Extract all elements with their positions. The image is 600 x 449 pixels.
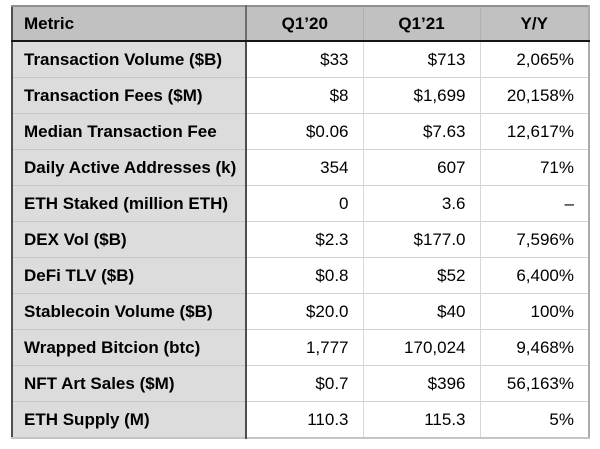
q1-2021-cell: $52 xyxy=(362,257,480,294)
q1-2020-cell: 0 xyxy=(246,185,363,222)
q1-2020-cell: $8 xyxy=(246,77,363,114)
yoy-cell: 71% xyxy=(479,149,589,186)
header-cell-q1-2021: Q1’21 xyxy=(362,6,480,42)
metric-cell: NFT Art Sales ($M) xyxy=(12,365,247,402)
header-cell-q1-2020: Q1’20 xyxy=(246,6,363,42)
q1-2020-cell: $0.7 xyxy=(246,365,363,402)
metric-cell: DeFi TLV ($B) xyxy=(12,257,247,294)
q1-2020-cell: 354 xyxy=(246,149,363,186)
q1-2021-cell: 170,024 xyxy=(362,329,480,366)
table-row: DEX Vol ($B) $2.3 $177.0 7,596% xyxy=(12,221,589,258)
metric-cell: Median Transaction Fee xyxy=(12,113,247,150)
table-row: Daily Active Addresses (k) 354 607 71% xyxy=(12,149,589,186)
yoy-cell: 6,400% xyxy=(479,257,589,294)
yoy-cell: 7,596% xyxy=(479,221,589,258)
yoy-cell: 2,065% xyxy=(479,41,589,78)
q1-2021-cell: $1,699 xyxy=(362,77,480,114)
metric-cell: DEX Vol ($B) xyxy=(12,221,247,258)
yoy-cell: 100% xyxy=(479,293,589,330)
q1-2020-cell: $33 xyxy=(246,41,363,78)
yoy-cell: 5% xyxy=(479,401,589,438)
metric-cell: ETH Supply (M) xyxy=(12,401,247,438)
metric-cell: Transaction Volume ($B) xyxy=(12,41,247,78)
metric-cell: Transaction Fees ($M) xyxy=(12,77,247,114)
q1-2021-cell: $177.0 xyxy=(362,221,480,258)
metric-cell: ETH Staked (million ETH) xyxy=(12,185,247,222)
metric-cell: Stablecoin Volume ($B) xyxy=(12,293,247,330)
q1-2021-cell: $713 xyxy=(362,41,480,78)
q1-2021-cell: $40 xyxy=(362,293,480,330)
q1-2020-cell: $0.8 xyxy=(246,257,363,294)
yoy-cell: – xyxy=(479,185,589,222)
q1-2021-cell: 115.3 xyxy=(362,401,480,438)
header-cell-yoy: Y/Y xyxy=(479,6,589,42)
q1-2021-cell: 3.6 xyxy=(362,185,480,222)
table-row: DeFi TLV ($B) $0.8 $52 6,400% xyxy=(12,257,589,294)
table-row: Wrapped Bitcion (btc) 1,777 170,024 9,46… xyxy=(12,329,589,366)
table-row: Stablecoin Volume ($B) $20.0 $40 100% xyxy=(12,293,589,330)
metrics-table: Metric Q1’20 Q1’21 Y/Y Transaction Volum… xyxy=(11,5,590,439)
q1-2020-cell: $20.0 xyxy=(246,293,363,330)
q1-2021-cell: $396 xyxy=(362,365,480,402)
q1-2020-cell: 1,777 xyxy=(246,329,363,366)
table-row: ETH Staked (million ETH) 0 3.6 – xyxy=(12,185,589,222)
table-header-row: Metric Q1’20 Q1’21 Y/Y xyxy=(12,6,589,42)
q1-2020-cell: $0.06 xyxy=(246,113,363,150)
metric-cell: Wrapped Bitcion (btc) xyxy=(12,329,247,366)
table-row: NFT Art Sales ($M) $0.7 $396 56,163% xyxy=(12,365,589,402)
metric-cell: Daily Active Addresses (k) xyxy=(12,149,247,186)
table-row: Transaction Volume ($B) $33 $713 2,065% xyxy=(12,41,589,78)
header-cell-metric: Metric xyxy=(12,6,247,42)
q1-2020-cell: $2.3 xyxy=(246,221,363,258)
yoy-cell: 12,617% xyxy=(479,113,589,150)
q1-2020-cell: 110.3 xyxy=(246,401,363,438)
q1-2021-cell: $7.63 xyxy=(362,113,480,150)
table-row: Median Transaction Fee $0.06 $7.63 12,61… xyxy=(12,113,589,150)
yoy-cell: 20,158% xyxy=(479,77,589,114)
table-row: Transaction Fees ($M) $8 $1,699 20,158% xyxy=(12,77,589,114)
table-row: ETH Supply (M) 110.3 115.3 5% xyxy=(12,401,589,438)
q1-2021-cell: 607 xyxy=(362,149,480,186)
yoy-cell: 9,468% xyxy=(479,329,589,366)
yoy-cell: 56,163% xyxy=(479,365,589,402)
table-body: Transaction Volume ($B) $33 $713 2,065% … xyxy=(12,41,589,438)
